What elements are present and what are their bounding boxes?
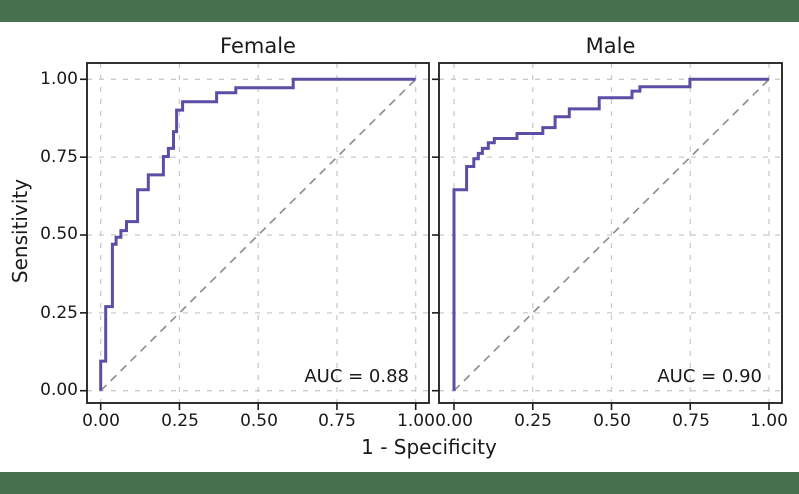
chance-diagonal	[453, 78, 770, 392]
x-axis-label: 1 - Specificity	[361, 435, 497, 459]
x-tick-label: 0.75	[318, 411, 356, 431]
roc-curve	[99, 77, 416, 391]
auc-annotation-female: AUC = 0.88	[304, 366, 409, 387]
panel-male	[432, 62, 783, 410]
top-band	[0, 0, 799, 22]
x-tick-label: 0.50	[593, 411, 631, 431]
chance-diagonal	[100, 78, 417, 392]
panel-title-female: Female	[220, 34, 296, 58]
axes-spines	[438, 62, 783, 404]
x-tick-label: 0.00	[82, 411, 120, 431]
bottom-band	[0, 472, 799, 494]
y-tick-label: 0.75	[40, 147, 78, 167]
x-tick-label: 0.25	[514, 411, 552, 431]
y-tick-label: 1.00	[40, 69, 78, 89]
y-axis-label: Sensitivity	[8, 178, 32, 284]
x-tick-label: 0.50	[240, 411, 278, 431]
y-tick-label: 0.25	[40, 303, 78, 323]
panel-title-male: Male	[585, 34, 636, 58]
x-tick-label: 0.00	[435, 411, 473, 431]
roc-curve	[452, 77, 769, 391]
x-tick-label: 1.00	[397, 411, 435, 431]
x-tick-label: 0.75	[672, 411, 710, 431]
y-tick-label: 0.50	[40, 224, 78, 244]
auc-annotation-male: AUC = 0.90	[657, 366, 762, 387]
y-tick-label: 0.00	[40, 380, 78, 400]
x-tick-label: 0.25	[161, 411, 199, 431]
panel-female	[80, 62, 430, 410]
x-tick-label: 1.00	[750, 411, 788, 431]
